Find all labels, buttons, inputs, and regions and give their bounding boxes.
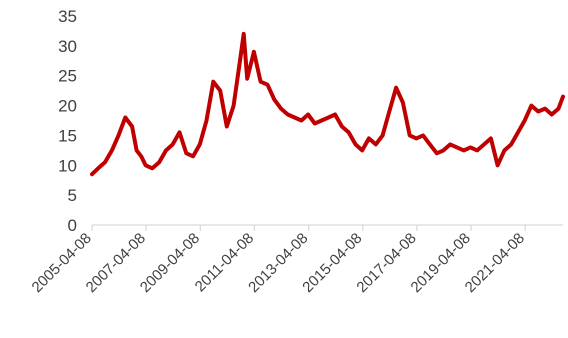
y-axis: 0 5 10 15 20 25 30 35 [58,7,77,235]
y-tick-label: 35 [58,7,77,26]
x-axis: 2005-04-082007-04-082009-04-082011-04-08… [29,224,563,296]
y-tick-label: 0 [68,216,77,235]
series-layer [90,31,565,177]
y-tick-label: 25 [58,67,77,86]
series-line-0 [90,31,565,177]
y-tick-label: 10 [58,156,77,175]
y-tick-label: 20 [58,97,77,116]
y-tick-label: 5 [68,186,77,205]
y-tick-label: 30 [58,37,77,56]
y-tick-label: 15 [58,126,77,145]
